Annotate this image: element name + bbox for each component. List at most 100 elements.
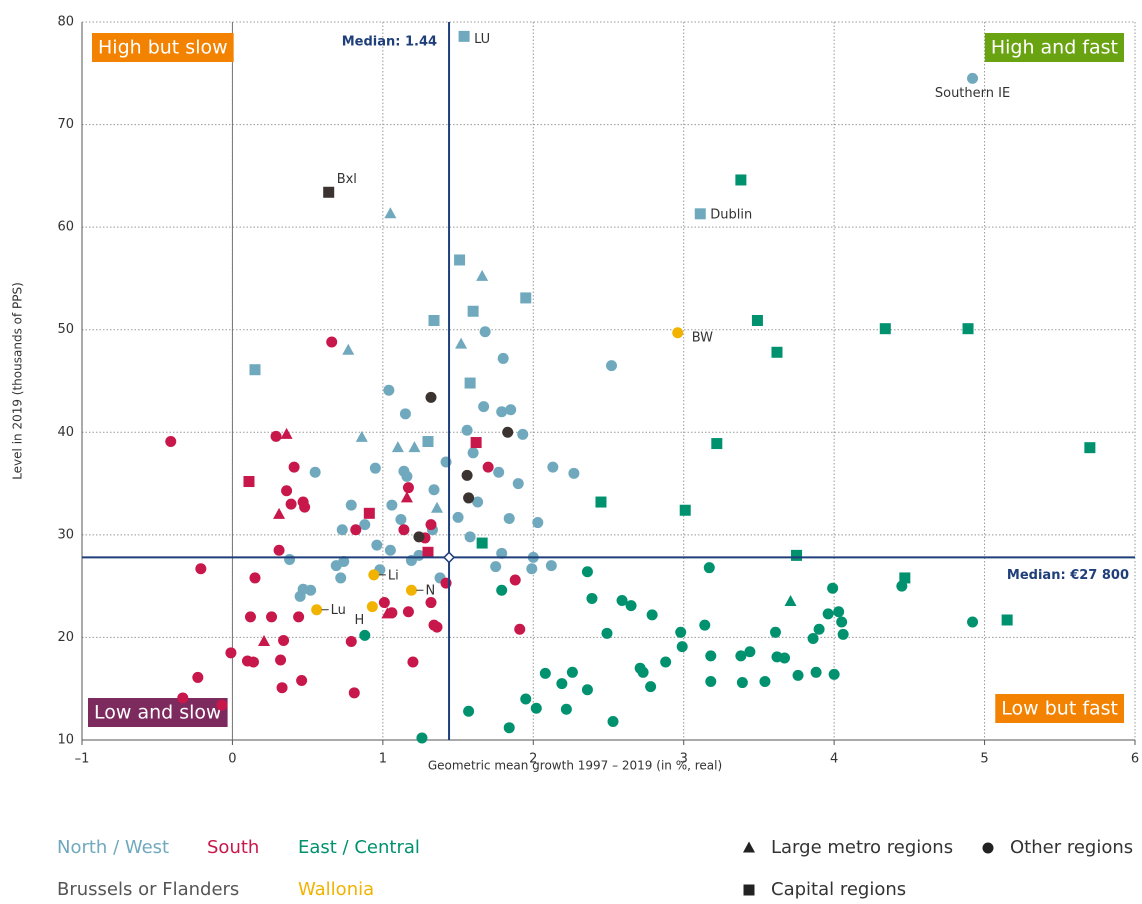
point-circle (281, 485, 293, 497)
point-circle (836, 616, 848, 628)
point-circle (399, 408, 411, 420)
point-square (771, 346, 783, 358)
point-circle (517, 428, 529, 440)
point-circle (402, 606, 414, 618)
point-circle (407, 656, 419, 668)
y-tick-label: 60 (57, 220, 74, 235)
point-circle (273, 544, 285, 556)
point-square (363, 507, 375, 519)
quadrant-text: Low but fast (1001, 698, 1118, 720)
point-circle (249, 572, 261, 584)
legend-symbol (743, 884, 755, 896)
quadrant-box (995, 694, 1124, 723)
quadrant-box (92, 33, 234, 62)
point-circle (676, 641, 688, 653)
point-triangle (355, 430, 368, 442)
point-circle (293, 611, 305, 623)
point-square (249, 364, 261, 376)
point-circle (336, 524, 348, 536)
quadrant-text: High and fast (991, 37, 1118, 59)
point-square (694, 208, 706, 220)
point-circle (463, 492, 475, 504)
point-circle (547, 461, 559, 473)
point-square (735, 174, 747, 186)
point-circle (378, 597, 390, 609)
x-tick-label: –1 (75, 752, 90, 767)
point-circle (472, 496, 484, 508)
point-label: Dublin (710, 207, 752, 222)
point-circle (371, 539, 383, 551)
point-circle (637, 666, 649, 678)
point-circle (177, 692, 189, 704)
point-circle (416, 732, 428, 744)
point-circle (335, 572, 347, 584)
legend-symbol (982, 842, 994, 854)
point-circle (338, 556, 350, 568)
point-circle (296, 675, 308, 687)
point-circle (735, 650, 747, 662)
point-circle (275, 654, 287, 666)
quadrant-label: High and fast (984, 33, 1124, 62)
point-circle (769, 626, 781, 638)
point-circle (366, 601, 378, 613)
point-circle (345, 499, 357, 511)
point-square (458, 30, 470, 42)
point-circle (284, 553, 296, 565)
point-circle (497, 352, 509, 364)
point-square (243, 476, 255, 488)
point-circle (672, 327, 684, 339)
point-circle (646, 609, 658, 621)
point-circle (822, 608, 834, 620)
y-tick-label: 10 (57, 733, 74, 748)
point-circle (807, 632, 819, 644)
point-circle (384, 544, 396, 556)
point-circle (278, 635, 290, 647)
point-triangle (391, 441, 404, 453)
point-circle (479, 326, 491, 338)
point-circle (705, 676, 717, 688)
point-square (470, 437, 482, 449)
point-label: Lu (331, 603, 346, 618)
point-circle (425, 597, 437, 609)
x-tick-label: 6 (1131, 752, 1139, 767)
point-square (679, 504, 691, 516)
point-circle (461, 424, 473, 436)
point-circle (503, 512, 515, 524)
point-square (464, 377, 476, 389)
point-square (791, 549, 803, 561)
point-triangle (342, 343, 355, 355)
point-circle (520, 693, 532, 705)
point-circle (285, 498, 297, 510)
point-circle (601, 627, 613, 639)
point-triangle (384, 207, 397, 219)
point-circle (490, 561, 502, 573)
point-circle (828, 668, 840, 680)
point-circle (428, 484, 440, 496)
point-circle (401, 470, 413, 482)
point-circle (607, 716, 619, 728)
point-circle (247, 656, 259, 668)
point-square (476, 537, 488, 549)
point-square (520, 292, 532, 304)
point-circle (744, 646, 756, 658)
point-square (879, 323, 891, 335)
point-circle (386, 499, 398, 511)
point-circle (496, 406, 508, 418)
legend-entry: South (207, 837, 259, 858)
point-circle (369, 462, 381, 474)
point-circle (530, 702, 542, 714)
point-circle (896, 580, 908, 592)
point-circle (425, 391, 437, 403)
point-circle (581, 684, 593, 696)
point-circle (792, 669, 804, 681)
point-circle (368, 569, 380, 581)
point-square (711, 438, 723, 450)
point-circle (244, 611, 256, 623)
point-square (428, 314, 440, 326)
point-circle (192, 671, 204, 683)
point-circle (270, 430, 282, 442)
point-circle (225, 647, 237, 659)
point-circle (216, 699, 228, 711)
point-circle (606, 360, 618, 372)
legend-entry: Large metro regions (771, 837, 953, 858)
